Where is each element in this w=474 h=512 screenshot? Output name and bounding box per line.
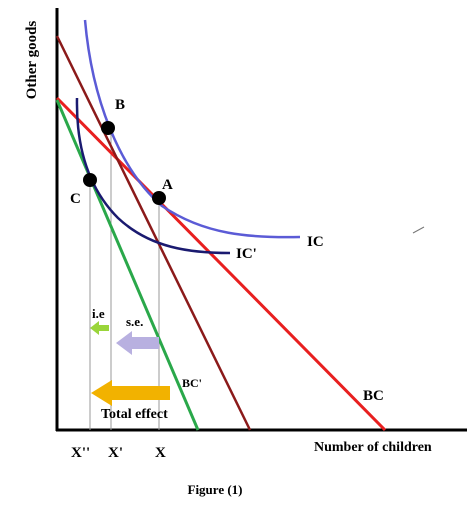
tick-label-x: X <box>155 445 166 461</box>
budget-line-bc-prime <box>55 99 200 431</box>
budget-line-pivot <box>55 35 252 431</box>
label-ic-prime: IC' <box>236 246 257 262</box>
point-a-label: A <box>162 177 173 193</box>
tick-label-x-double-prime: X'' <box>71 445 90 461</box>
substitution-effect-label: s.e. <box>126 314 143 329</box>
income-effect-label: i.e <box>92 306 105 321</box>
point-b-marker <box>101 121 115 135</box>
substitution-effect-arrow <box>116 331 159 355</box>
point-c-label: C <box>70 191 81 207</box>
stray-mark <box>412 226 425 234</box>
label-ic: IC <box>307 234 324 250</box>
x-axis-label: Number of children <box>314 440 432 455</box>
income-effect-arrow <box>90 321 109 335</box>
point-b-label: B <box>115 97 125 113</box>
label-bc: BC <box>363 388 384 404</box>
label-bc-prime: BC' <box>182 376 202 390</box>
point-c-marker <box>83 173 97 187</box>
point-a-marker <box>152 191 166 205</box>
figure-caption: Figure (1) <box>188 482 243 497</box>
total-effect-label: Total effect <box>101 407 168 422</box>
y-axis-label: Other goods <box>24 21 40 100</box>
budget-line-bc <box>55 96 387 432</box>
total-effect-arrow <box>91 380 170 406</box>
indifference-curve-ic-prime <box>75 97 231 255</box>
tick-label-x-prime: X' <box>108 445 123 461</box>
indifference-curve-ic <box>83 19 301 239</box>
